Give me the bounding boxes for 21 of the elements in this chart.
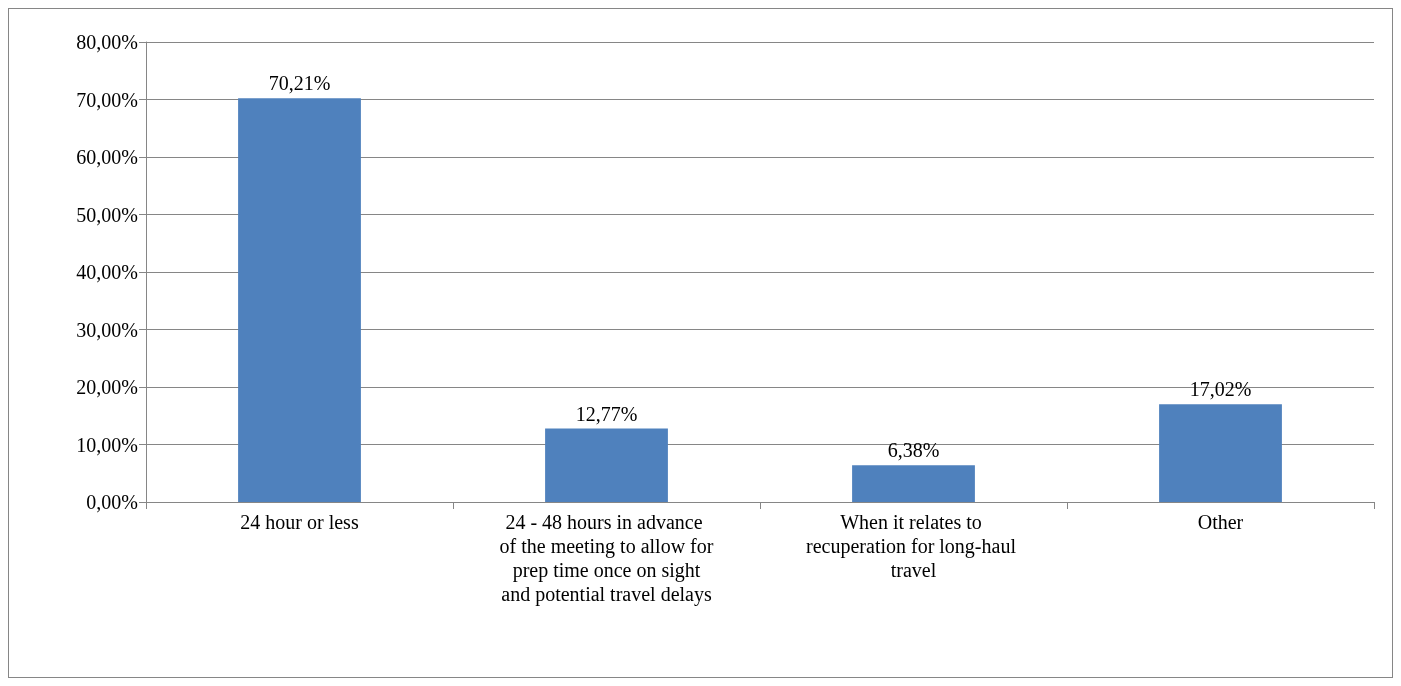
data-label: 70,21% xyxy=(268,72,331,95)
y-tick-label: 60,00% xyxy=(76,146,138,168)
y-tick-label: 70,00% xyxy=(76,88,138,111)
y-tick-label: 20,00% xyxy=(76,376,138,398)
y-tick-label: 50,00% xyxy=(76,203,138,226)
bar xyxy=(545,428,668,502)
data-label: 6,38% xyxy=(887,439,940,462)
data-label: 12,77% xyxy=(575,402,638,425)
y-tick-label: 0,00% xyxy=(86,491,138,513)
x-tick-label: Other xyxy=(1197,511,1244,533)
data-label: 17,02% xyxy=(1189,378,1252,401)
y-tick-label: 30,00% xyxy=(76,318,138,341)
bar xyxy=(852,465,975,502)
x-tick-label: 24 - 48 hours in advance of the meeting to allow for prep time once on sight and potential travel delays xyxy=(499,511,714,606)
y-tick-label: 40,00% xyxy=(76,261,138,283)
y-tick-label: 10,00% xyxy=(76,433,138,456)
x-tick-label: When it relates to recuperation for long-haul travel xyxy=(806,511,1021,581)
x-tick-label: 24 hour or less xyxy=(240,511,359,533)
bar xyxy=(238,98,361,502)
y-tick-label: 80,00% xyxy=(76,31,138,53)
bar xyxy=(1159,404,1282,502)
